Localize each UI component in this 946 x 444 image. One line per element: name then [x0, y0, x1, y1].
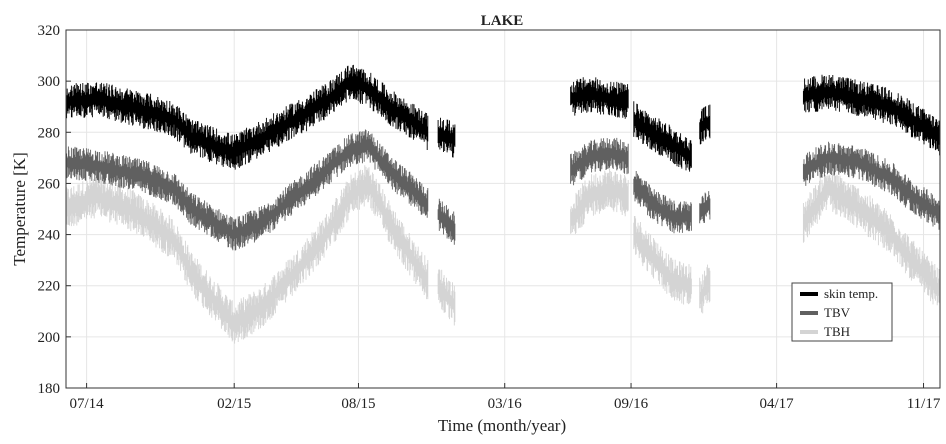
legend-label-tbv: TBV [824, 305, 851, 320]
x-tick-label: 11/17 [907, 396, 941, 412]
y-tick-label: 240 [38, 228, 61, 244]
x-tick-label: 07/14 [70, 396, 105, 412]
series-tbh-segment [570, 168, 629, 234]
y-tick-label: 320 [38, 23, 61, 39]
series-tbv-segment [699, 191, 711, 224]
x-axis-title: Time (month/year) [438, 416, 566, 435]
plot-frame [65, 29, 941, 389]
legend: skin temp. TBV TBH [791, 282, 893, 342]
series-tbv-segment [633, 171, 692, 234]
series-tbv-segment [437, 198, 456, 245]
series-tbh-segment [633, 216, 692, 305]
chart-title: LAKE [481, 13, 524, 29]
x-tick-label: 04/17 [760, 396, 795, 412]
y-tick-label: 300 [38, 74, 61, 90]
series-tbh-segment [65, 165, 429, 344]
series-tbh-segment [802, 170, 941, 306]
series-tbh-segment [437, 269, 456, 326]
y-axis-title: Temperature [K] [10, 152, 29, 266]
series-tbv-segment [802, 141, 941, 230]
legend-label-tbh: TBH [824, 324, 850, 339]
series-skin-temp--segment [802, 74, 941, 156]
y-tick-label: 200 [38, 330, 61, 346]
axes: 180 200 220 240 260 280 300 320 07/14 02/15 08/15 0… [38, 23, 941, 412]
y-tick-label: 220 [38, 279, 61, 295]
series-tbh-segment [699, 264, 711, 314]
series-skin-temp--segment [437, 117, 456, 158]
x-tick-label: 08/15 [341, 396, 375, 412]
x-tick-label: 02/15 [217, 396, 251, 412]
y-tick-label: 260 [38, 176, 61, 192]
series-skin-temp--segment [699, 104, 711, 145]
x-tick-label: 03/16 [488, 396, 523, 412]
series-tbv-segment [570, 137, 629, 186]
y-tick-label: 280 [38, 125, 61, 141]
series-skin-temp--segment [633, 101, 692, 172]
series-skin-temp--segment [570, 77, 629, 119]
data-series [65, 64, 941, 344]
y-tick-label: 180 [38, 381, 61, 397]
x-tick-label: 09/16 [614, 396, 649, 412]
legend-label-skin-temp: skin temp. [824, 286, 878, 301]
